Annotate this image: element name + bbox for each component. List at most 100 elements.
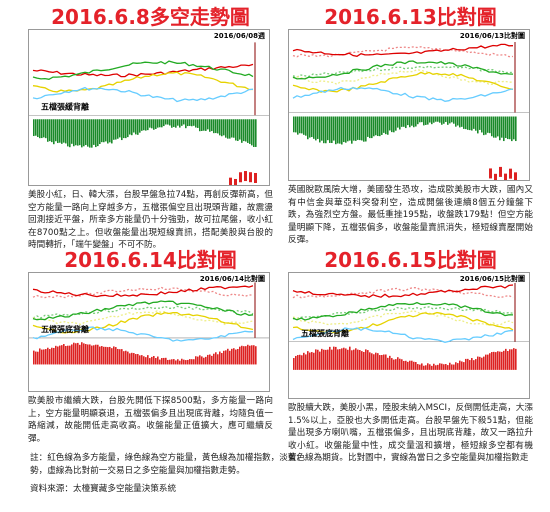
bar <box>383 354 385 370</box>
bar <box>187 119 189 127</box>
bar <box>445 364 447 370</box>
bar <box>461 116 463 127</box>
bar <box>197 356 199 365</box>
date-label: 2016/06/14比對圖 <box>200 274 265 283</box>
bar <box>419 116 421 123</box>
bar <box>203 357 205 365</box>
bar <box>413 116 415 128</box>
line <box>292 287 514 299</box>
bar <box>313 352 315 370</box>
bar <box>501 351 503 370</box>
bar <box>455 362 457 370</box>
bar <box>499 351 501 370</box>
bar <box>177 359 179 365</box>
bar <box>75 119 77 146</box>
bar <box>383 116 385 133</box>
bar <box>219 351 221 365</box>
bar <box>439 363 441 370</box>
bar <box>197 119 199 128</box>
bar <box>485 116 487 135</box>
bar <box>53 347 55 365</box>
bar <box>381 355 383 370</box>
bar <box>497 351 499 370</box>
bar <box>395 359 397 370</box>
bar <box>223 119 225 136</box>
bar <box>101 119 103 143</box>
bar <box>95 119 97 148</box>
line <box>292 60 514 80</box>
bar <box>205 119 207 131</box>
bar <box>309 116 311 138</box>
bar <box>67 119 69 147</box>
bar <box>215 352 217 365</box>
bar <box>351 116 353 144</box>
bar <box>427 363 429 370</box>
bar <box>163 357 165 365</box>
bar <box>379 116 381 137</box>
bar <box>337 349 339 370</box>
bar <box>305 116 307 136</box>
bar <box>179 360 181 365</box>
bar <box>37 351 39 365</box>
bar <box>365 349 367 370</box>
bar <box>483 116 485 136</box>
bar <box>293 358 295 370</box>
bar <box>245 346 247 365</box>
line <box>292 43 514 57</box>
bar <box>73 119 75 147</box>
bar <box>489 116 491 134</box>
bar <box>107 347 109 365</box>
bar <box>357 349 359 370</box>
bar <box>199 119 201 132</box>
bar <box>495 116 497 138</box>
bar <box>453 364 455 370</box>
bar <box>185 119 187 129</box>
bar <box>489 353 491 370</box>
line <box>292 86 514 102</box>
bar <box>119 349 121 365</box>
chart-image: 2016/06/13比對圖 <box>288 29 530 181</box>
bar <box>83 119 85 147</box>
bar <box>47 119 49 142</box>
bar <box>57 119 59 144</box>
bar <box>161 358 163 365</box>
bar <box>41 349 43 365</box>
bar <box>59 345 61 365</box>
bar <box>323 116 325 144</box>
bar <box>69 345 71 365</box>
bar <box>425 365 427 370</box>
bar <box>211 355 213 365</box>
bar <box>201 119 203 132</box>
bar <box>477 116 479 134</box>
bar <box>363 351 365 370</box>
bar <box>301 116 303 134</box>
bar <box>123 351 125 365</box>
bar <box>199 355 201 365</box>
bar <box>339 116 341 144</box>
bar <box>217 354 219 365</box>
bar <box>37 119 39 138</box>
bar <box>313 116 315 139</box>
bar <box>509 349 511 370</box>
bar <box>99 346 101 365</box>
bar <box>343 347 345 370</box>
bar <box>387 116 389 135</box>
bar <box>347 349 349 370</box>
bar <box>245 119 247 142</box>
bar <box>379 355 381 370</box>
bar <box>193 359 195 365</box>
bar <box>437 116 439 122</box>
note: 註：紅色線為多方能量，綠色線為空方能量，黃色線為加權指數，淡藍色線為期貨。比對圖… <box>30 453 529 476</box>
bar <box>375 116 377 136</box>
vol-bar <box>249 172 252 183</box>
bar <box>189 359 191 365</box>
bar <box>137 119 139 135</box>
bar <box>53 119 55 145</box>
bar <box>471 116 473 131</box>
bar <box>147 355 149 365</box>
bar <box>247 344 249 365</box>
bar <box>113 346 115 365</box>
bar <box>191 119 193 127</box>
bar <box>45 349 47 365</box>
